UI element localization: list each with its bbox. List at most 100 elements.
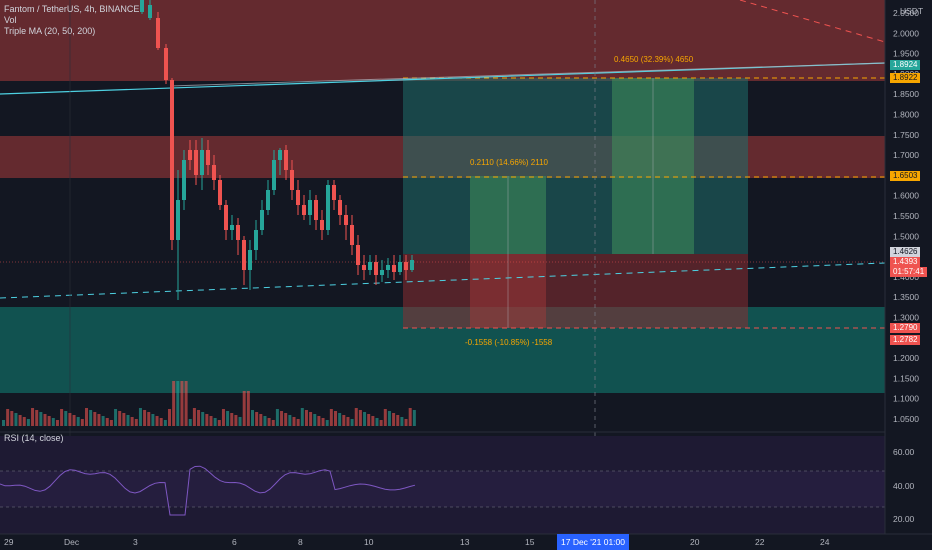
volume-bar [51,418,55,426]
candle-body [212,165,216,180]
rsi-tick: 40.00 [893,481,915,491]
candle-body [368,262,372,270]
candle-body [260,210,264,230]
rsi-legend[interactable]: RSI (14, close) [4,433,64,443]
volume-series [2,381,416,426]
volume-bar [114,409,118,426]
volume-bar [201,412,205,426]
volume-bar [18,415,22,426]
volume-bar [72,415,76,426]
candle-body [230,225,234,230]
candle-body [308,200,312,215]
support-trendline[interactable] [0,262,886,299]
volume-bar [47,416,51,426]
long-position-box[interactable] [403,78,748,254]
volume-bar [60,409,64,426]
volume-bar [334,411,337,426]
ma-legend[interactable]: Triple MA (20, 50, 200) [4,26,96,36]
volume-bar [97,414,101,426]
short-stop-label: -0.1558 (-10.85%) -1558 [465,338,553,347]
volume-bar [379,420,383,426]
time-label: 24 [820,537,830,547]
volume-bar [371,416,375,426]
volume-bar [363,412,367,426]
short-position-box[interactable] [403,254,748,328]
volume-bar [118,411,122,426]
volume-bar [22,417,26,426]
volume-bar [10,411,14,426]
candle-body [302,205,306,215]
volume-bar [163,420,167,426]
volume-bar [280,411,284,426]
candle-body [248,250,252,270]
volume-bar [238,417,242,426]
volume-bar [35,410,39,426]
price-tick: 1.8000 [893,110,919,120]
volume-bar [288,415,292,426]
candle-body [296,190,300,205]
candle-body [278,150,282,160]
volume-bar [342,415,346,426]
candle-body [254,230,258,250]
volume-bar [64,411,68,426]
volume-bar [408,408,412,426]
volume-bar [275,409,279,426]
volume-bar [338,413,342,426]
volume-bar [93,412,97,426]
volume-bar [234,415,238,426]
volume-bar [105,418,109,426]
candle-body [188,150,192,160]
price-tick: 1.6000 [893,191,919,201]
candle-body [164,48,168,80]
candle-body [362,265,366,270]
volume-bar [263,416,267,426]
volume-bar [147,412,151,426]
volume-bar [400,417,404,426]
candle-body [218,180,222,205]
volume-bar [230,413,234,426]
price-tick: 2.0000 [893,28,919,38]
price-tag: 1.2782 [890,335,921,345]
candle-body [332,185,336,200]
countdown-tag: 01:57:41 [890,267,928,277]
volume-bar [55,420,59,426]
candle-body [380,270,384,275]
price-tick: 2.0500 [893,8,919,18]
candle-body [242,240,246,270]
volume-bar [313,414,317,426]
volume-bar [309,412,313,426]
candle-body [338,200,342,215]
volume-bar [221,409,225,426]
volume-bar [300,408,304,426]
volume-bar [155,416,159,426]
candle-body [236,225,240,240]
candle-body [140,0,144,12]
volume-bar [122,413,126,426]
volume-bar [346,417,350,426]
symbol-title[interactable]: Fantom / TetherUS, 4h, BINANCE [4,4,140,14]
volume-bar [14,413,18,426]
volume-bar [383,409,387,426]
volume-legend[interactable]: Vol [4,15,17,25]
price-tag: 1.8922 [890,73,921,83]
candle-body [206,150,210,165]
candle-body [148,5,152,18]
candle-body [194,150,198,175]
volume-bar [192,408,196,426]
current-time-label: 17 Dec '21 01:00 [557,534,630,550]
chart-legend: Fantom / TetherUS, 4h, BINANCE Vol Tripl… [4,4,139,37]
volume-bar [76,417,80,426]
candle-body [170,80,174,240]
candle-body [374,262,378,275]
time-label: 8 [298,537,303,547]
price-tick: 1.1500 [893,373,919,383]
candlestick-series [140,0,414,300]
volume-bar [130,417,134,426]
volume-bar [321,418,325,426]
volume-bar [188,419,192,426]
currency-label[interactable]: USDT [900,6,924,16]
price-tag: 1.6503 [890,171,921,181]
volume-bar [197,410,201,426]
volume-bar [367,414,371,426]
